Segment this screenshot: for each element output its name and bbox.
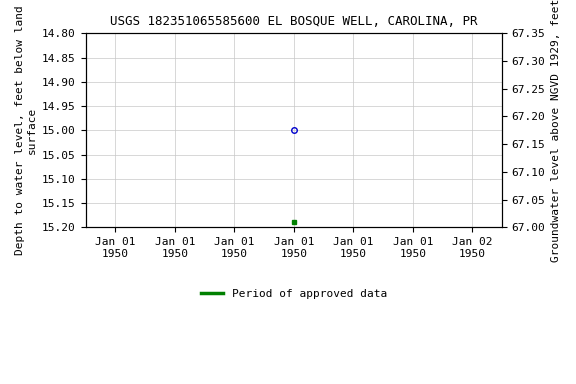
Legend: Period of approved data: Period of approved data — [196, 285, 392, 303]
Y-axis label: Depth to water level, feet below land
surface: Depth to water level, feet below land su… — [15, 5, 37, 255]
Title: USGS 182351065585600 EL BOSQUE WELL, CAROLINA, PR: USGS 182351065585600 EL BOSQUE WELL, CAR… — [110, 15, 478, 28]
Y-axis label: Groundwater level above NGVD 1929, feet: Groundwater level above NGVD 1929, feet — [551, 0, 561, 262]
